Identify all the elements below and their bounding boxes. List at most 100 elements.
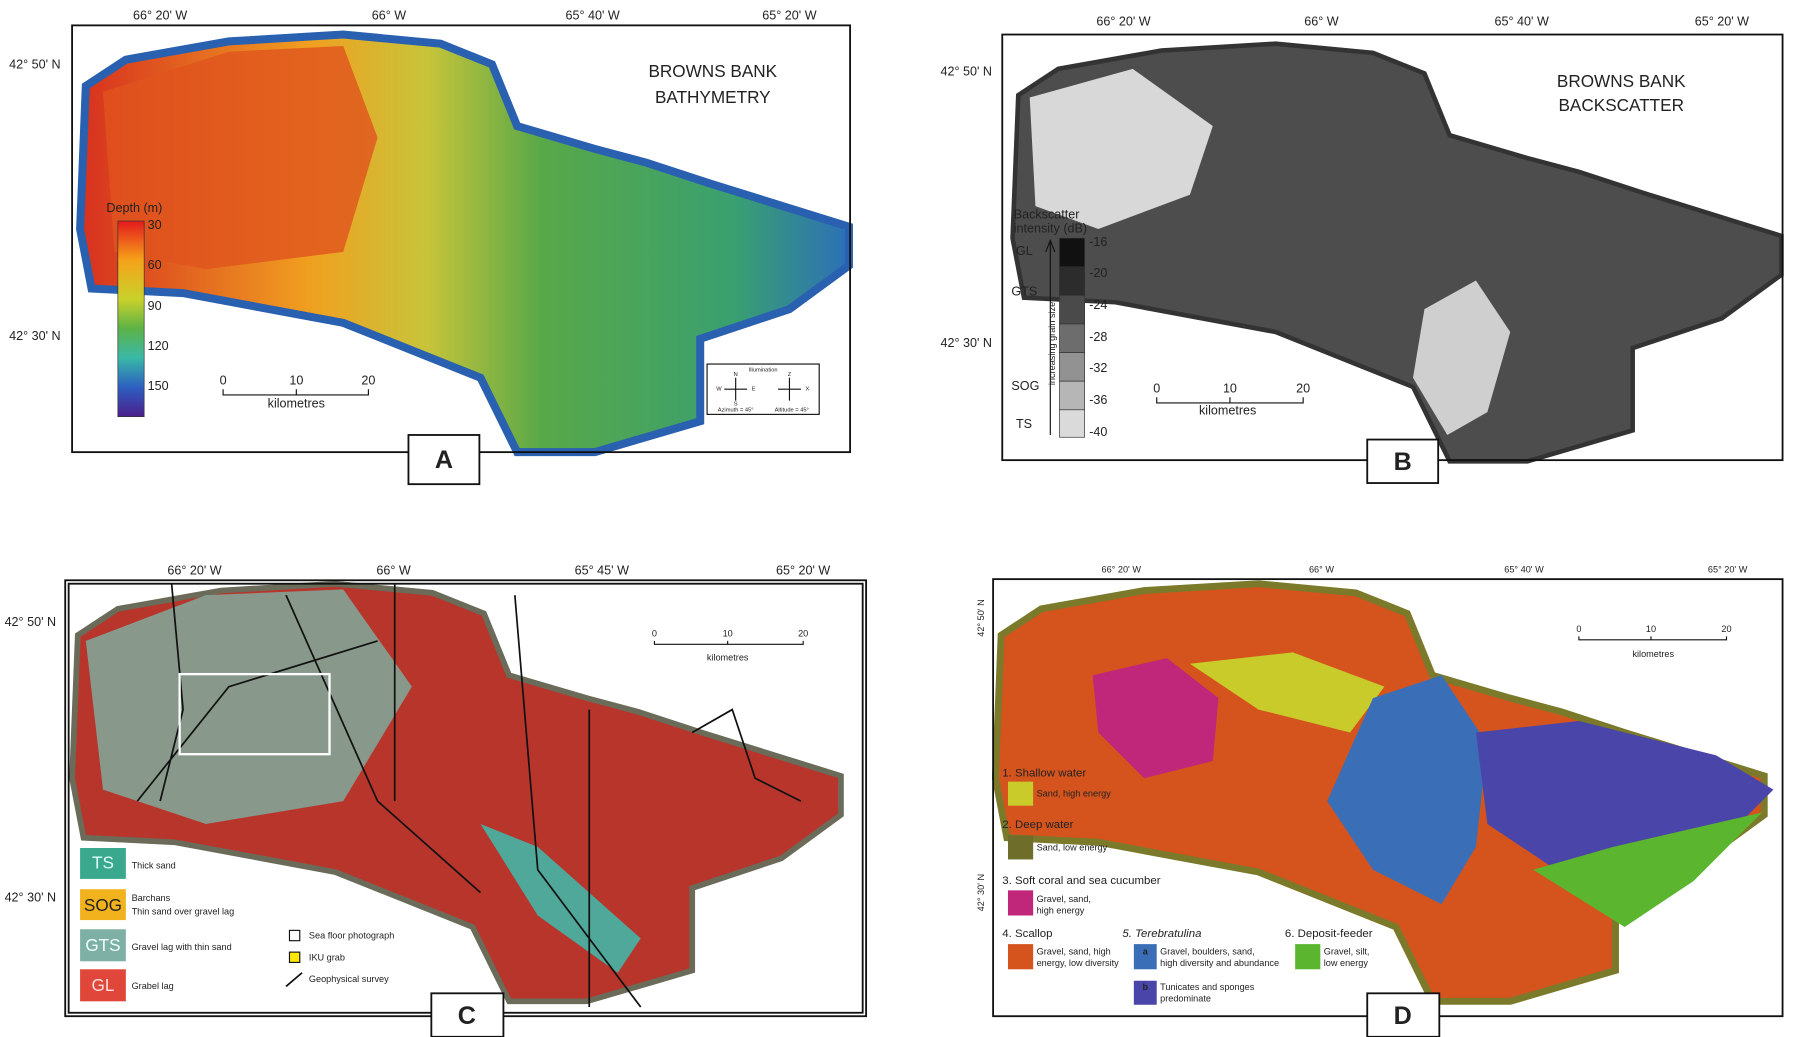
bar-step — [1059, 323, 1085, 353]
panel-label: A — [435, 446, 453, 474]
scale-tick: 20 — [1296, 382, 1310, 396]
panel-label: D — [1394, 1002, 1412, 1030]
longitude: 65° 20' W — [1695, 14, 1749, 28]
legend-code: SOG — [84, 895, 122, 915]
longitude: 66° W — [1309, 564, 1334, 574]
symbol-photo — [288, 929, 301, 942]
legend-text: energy, low diversity — [1037, 958, 1120, 968]
terebratulina-area — [1327, 675, 1488, 905]
legend-text: Tunicates and sponges — [1160, 982, 1255, 992]
legend-group: 6. Deposit-feeder — [1285, 928, 1373, 940]
legend-swatch — [1007, 835, 1034, 860]
scale-unit: kilometres — [1199, 403, 1256, 417]
longitude: 66° W — [372, 9, 407, 23]
legend-swatch — [1007, 890, 1034, 916]
legend-text: low energy — [1324, 958, 1369, 968]
scale-bar — [222, 389, 369, 396]
survey-lines — [136, 583, 802, 1008]
scale-tick: 20 — [1721, 624, 1731, 634]
grain-arrow — [1045, 238, 1056, 435]
legend-text: Thin sand over gravel lag — [132, 907, 235, 917]
legend-text: high diversity and abundance — [1160, 958, 1279, 968]
panel-a: 66° 20' W 66° W 65° 40' W 65° 20' W 42° … — [9, 9, 850, 486]
legend-key: b — [1142, 982, 1148, 992]
class-label: GL — [1016, 244, 1033, 258]
longitude: 66° W — [1304, 14, 1339, 28]
legend-group: 1. Shallow water — [1002, 768, 1086, 780]
title: BATHYMETRY — [655, 87, 771, 107]
legend-tick: -36 — [1089, 393, 1107, 407]
bar-step — [1059, 295, 1085, 325]
compass-label: E — [752, 387, 756, 393]
legend-tick: -40 — [1089, 425, 1107, 439]
legend-text: high energy — [1037, 905, 1085, 915]
legend-swatch — [80, 969, 126, 1002]
longitude: 66° 20' W — [167, 563, 221, 577]
compass-label: X — [805, 387, 809, 393]
legend-group: 2. Deep water — [1002, 819, 1073, 831]
legend-swatch — [1133, 944, 1157, 970]
legend-title: intensity (dB) — [1014, 221, 1087, 235]
symbol-text: IKU grab — [309, 952, 345, 962]
legend-swatch — [80, 929, 126, 962]
legend-tick: 30 — [148, 218, 162, 232]
legend-text: Gravel, sand, high — [1037, 947, 1111, 957]
bar-step — [1059, 266, 1085, 296]
label-box — [407, 434, 481, 486]
longitude: 65° 20' W — [776, 563, 830, 577]
legend-tick: 60 — [148, 258, 162, 272]
legend-tick: -28 — [1089, 330, 1107, 344]
panel-d: 66° 20' W 66° W 65° 40' W 65° 20' W 42° … — [976, 564, 1784, 1037]
latitude: 42° 50' N — [9, 58, 61, 72]
legend-text: Sand, low energy — [1037, 842, 1108, 852]
scale-tick: 20 — [361, 374, 375, 388]
legend-tick: -32 — [1089, 361, 1107, 375]
legend-group: 5. Terebratulina — [1122, 928, 1201, 940]
depth-bar — [117, 220, 145, 418]
legend-text: Sand, high energy — [1037, 789, 1112, 799]
light-patch — [1413, 280, 1511, 435]
latitude: 42° 50' N — [940, 65, 992, 79]
legend-text: predominate — [1160, 993, 1211, 1003]
compass-label: N — [734, 372, 738, 378]
bar-step — [1059, 237, 1085, 268]
legend-code: GL — [92, 975, 115, 995]
scale-tick: 20 — [798, 628, 808, 638]
latitude: 42° 30' N — [9, 329, 61, 343]
legend-title: Depth (m) — [106, 201, 162, 215]
legend-code: TS — [92, 853, 114, 873]
compass-label: S — [734, 402, 738, 408]
scale-unit: kilometres — [707, 653, 749, 663]
title: BACKSCATTER — [1558, 95, 1684, 115]
label-box — [1366, 438, 1440, 484]
deposit-feeder-area — [1533, 812, 1762, 927]
altitude-label: Altitude = 45° — [775, 407, 809, 413]
scale-tick: 10 — [289, 374, 303, 388]
longitude: 65° 45' W — [575, 563, 629, 577]
legend-title: Backscatter — [1014, 208, 1080, 222]
gts-area — [85, 589, 412, 824]
class-label: TS — [1016, 417, 1032, 431]
scale-bar — [653, 640, 804, 645]
panel-b: 66° 20' W 66° W 65° 40' W 65° 20' W 42° … — [940, 14, 1782, 484]
scale-tick: 0 — [1576, 624, 1581, 634]
class-label: GTS — [1011, 284, 1037, 298]
bar-step — [1059, 409, 1085, 438]
legend-code: GTS — [85, 935, 120, 955]
scale-unit: kilometres — [268, 396, 325, 410]
scale-unit: kilometres — [1632, 649, 1674, 659]
latitude: 42° 30' N — [940, 336, 992, 350]
legend-text: Gravel, sand, — [1037, 894, 1091, 904]
symbol-survey — [285, 972, 303, 988]
legend-text: Gravel, silt, — [1324, 947, 1370, 957]
scale-bar — [1156, 397, 1304, 404]
latitude: 42° 30' N — [976, 874, 986, 911]
longitude: 65° 20' W — [762, 9, 816, 23]
compass — [724, 377, 801, 401]
scale-tick: 10 — [1646, 624, 1656, 634]
legend-tick: -24 — [1089, 298, 1107, 312]
azimuth-label: Azimuth = 45° — [718, 407, 754, 413]
scale-tick: 0 — [652, 628, 657, 638]
compass-label: Z — [788, 372, 792, 378]
compass-label: W — [716, 387, 722, 393]
